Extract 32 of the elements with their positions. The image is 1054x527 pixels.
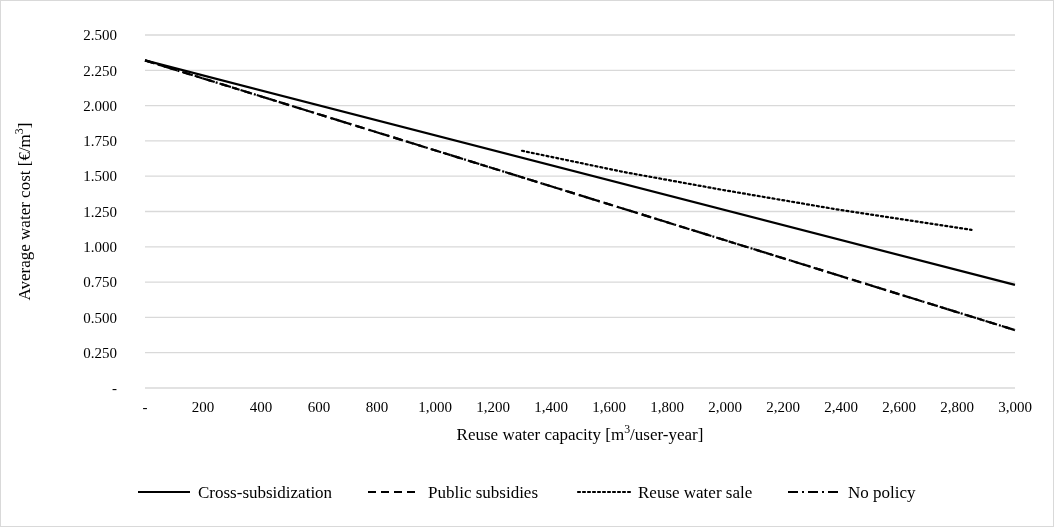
x-axis-title: Reuse water capacity [m$^{3}$/user-year] [456,422,704,444]
y-tick-label: 1.000 [83,239,117,256]
x-tick-label: 200 [191,399,215,415]
x-tick-label: 400 [249,399,273,415]
x-tick-label: 1,200 [476,399,510,415]
x-tick-label: 2,000 [708,399,742,415]
legend-label: Public subsidies [428,482,539,502]
x-tick-label: 800 [365,399,389,415]
y-tick-label: 2.250 [83,62,117,79]
x-tick-label: 1,800 [650,399,684,415]
y-tick-label: 1.250 [83,203,117,220]
x-tick-label: 1,000 [418,399,452,415]
y-tick-label: 2.500 [83,27,117,44]
x-tick-label: 2,600 [882,399,916,415]
y-tick-label: 1.500 [83,168,117,185]
y-tick-label: 0.750 [83,274,117,291]
x-tick-label: 2,400 [824,399,858,415]
x-tick-label: 3,000 [998,399,1032,415]
x-tick-label: 600 [307,399,331,415]
legend-label: Reuse water sale [638,482,753,502]
x-tick-label: 2,200 [766,399,800,415]
y-tick-label: 0.500 [83,309,117,326]
x-tick-label: 1,600 [592,399,626,415]
x-tick-label: 1,400 [534,399,568,415]
y-tick-label: 1.750 [83,133,117,150]
y-tick-label: 2.000 [83,97,117,114]
legend-label: No policy [848,482,917,502]
x-tick-label: 2,800 [940,399,974,415]
y-tick-label: 0.250 [83,344,117,361]
x-tick-label: - [142,399,148,415]
y-tick-label: - [112,380,117,397]
legend-label: Cross-subsidization [198,482,333,502]
